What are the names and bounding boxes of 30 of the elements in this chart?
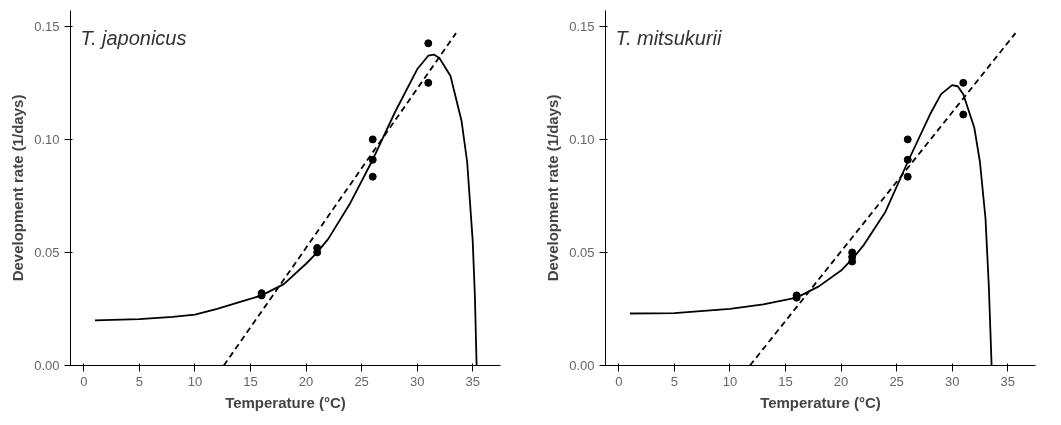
y-tick-label: 0.15 [569, 18, 595, 34]
annotation: T. japonicus [80, 26, 187, 49]
y-tick-label: 0.15 [34, 18, 60, 34]
x-tick-label: 30 [409, 373, 425, 389]
y-tick-label: 0.05 [34, 244, 60, 260]
x-tick-label: 0 [80, 373, 88, 389]
x-axis-title: Temperature (°C) [760, 393, 881, 411]
x-tick-label: 35 [1000, 373, 1015, 389]
x-tick-label: 15 [243, 373, 258, 389]
x-tick-label: 35 [465, 373, 480, 389]
x-tick-label: 10 [187, 373, 203, 389]
y-axis-title: Development rate (1/days) [9, 94, 27, 282]
x-tick-label: 20 [298, 373, 314, 389]
x-tick-label: 20 [833, 373, 849, 389]
x-tick-label: 0 [615, 373, 623, 389]
x-tick-label: 25 [354, 373, 369, 389]
x-tick-label: 15 [778, 373, 793, 389]
y-tick-label: 0.00 [34, 358, 60, 373]
y-tick-label: 0.05 [569, 244, 595, 260]
x-tick-label: 30 [944, 373, 960, 389]
x-tick-label: 25 [889, 373, 904, 389]
x-axis-title: Temperature (°C) [225, 393, 346, 411]
x-tick-label: 5 [135, 373, 144, 389]
y-tick-label: 0.10 [569, 131, 595, 147]
x-tick-label: 10 [722, 373, 738, 389]
y-tick-label: 0.10 [34, 131, 60, 147]
x-tick-label: 5 [670, 373, 679, 389]
annotation: T. mitsukurii [615, 26, 722, 49]
y-tick-label: 0.00 [569, 358, 595, 373]
y-axis-title: Development rate (1/days) [544, 94, 562, 282]
